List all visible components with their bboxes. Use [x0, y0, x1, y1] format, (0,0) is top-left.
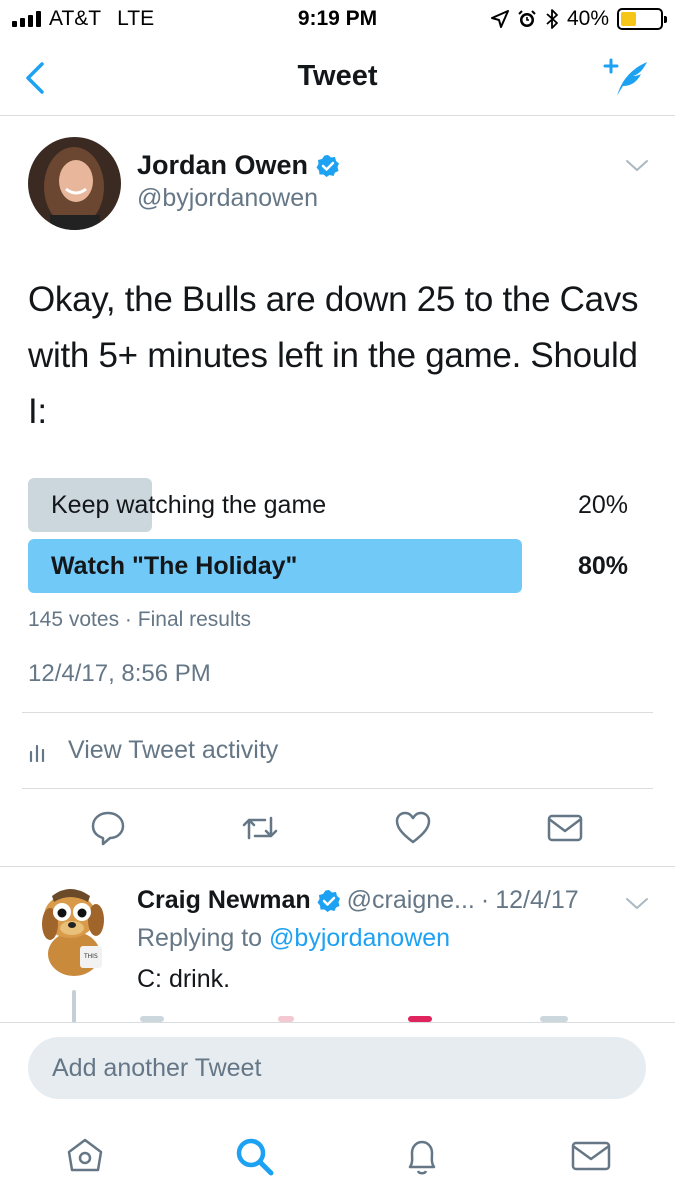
reply-author-handle[interactable]: @craigne...: [346, 886, 475, 914]
tweet-activity-label[interactable]: View Tweet activity: [68, 736, 279, 764]
poll-option-percent: 80%: [577, 552, 628, 580]
avatar[interactable]: [28, 137, 121, 230]
reply-action-peek: [278, 1016, 294, 1022]
replying-to-mention[interactable]: @byjordanowen: [269, 924, 451, 952]
network-label: LTE: [117, 7, 155, 30]
carrier-label: AT&T: [49, 7, 102, 30]
reply-text: C: drink.: [137, 965, 231, 993]
chevron-left-icon[interactable]: [20, 58, 52, 98]
compose-tweet-icon[interactable]: [603, 56, 651, 100]
battery-percent: 40%: [566, 7, 609, 30]
tweet-timestamp: 12/4/17, 8:56 PM: [28, 660, 211, 687]
reply-action-peek: [540, 1016, 568, 1022]
avatar-photo: [28, 137, 121, 230]
reply-author-name[interactable]: Craig Newman: [137, 886, 311, 914]
reply-separator: ·: [480, 886, 490, 914]
poll-option: Keep watching the game 20%: [28, 478, 628, 532]
signal-icon: [12, 11, 41, 27]
retweet-icon[interactable]: [240, 808, 280, 848]
divider: [22, 788, 653, 789]
poll-votes: 145 votes: [28, 608, 120, 631]
bar-chart-icon: [29, 744, 45, 762]
poll-bar: [28, 478, 152, 532]
page-title: Tweet: [297, 60, 378, 92]
alarm-icon: [518, 10, 536, 27]
status-time: 9:19 PM: [297, 7, 378, 30]
divider: [22, 712, 653, 713]
reply-avatar[interactable]: THIS: [30, 884, 116, 980]
poll-meta: 145 votes · Final results: [28, 608, 251, 632]
reply-header: Craig Newman @craigne... · 12/4/17: [137, 886, 579, 915]
chevron-down-icon[interactable]: [625, 896, 649, 912]
verified-badge-icon: [317, 889, 340, 912]
thread-line: [72, 990, 76, 1024]
replying-prefix: Replying to: [137, 924, 263, 952]
compose-area: Add another Tweet: [0, 1022, 675, 1112]
author-name-row[interactable]: Jordan Owen: [137, 150, 340, 181]
chevron-down-icon[interactable]: [625, 158, 649, 174]
search-icon[interactable]: [232, 1134, 276, 1178]
tweet-text: Okay, the Bulls are down 25 to the Cavs …: [28, 280, 639, 431]
bluetooth-icon: [546, 9, 558, 29]
nav-bar: Tweet: [0, 40, 675, 116]
reply-action-peek: [140, 1016, 164, 1022]
notifications-icon[interactable]: [400, 1134, 444, 1178]
author-name[interactable]: Jordan Owen: [137, 150, 309, 180]
home-icon[interactable]: [63, 1134, 107, 1178]
add-tweet-input[interactable]: Add another Tweet: [28, 1037, 646, 1099]
poll-option-percent: 20%: [577, 491, 628, 519]
messages-icon[interactable]: [569, 1134, 613, 1178]
reply-action-peek: [408, 1016, 432, 1022]
author-handle[interactable]: @byjordanowen: [137, 184, 319, 212]
reply-icon[interactable]: [88, 808, 128, 848]
poll-bar: [28, 539, 522, 593]
direct-message-icon[interactable]: [545, 808, 585, 848]
battery-icon: [617, 8, 667, 30]
divider: [0, 866, 675, 867]
like-icon[interactable]: [393, 808, 433, 848]
tweet-activity-link[interactable]: View Tweet activity: [28, 736, 278, 765]
verified-badge-icon: [316, 154, 340, 177]
battery-fill: [621, 12, 636, 26]
poll-separator: ·: [124, 608, 132, 631]
poll-status: Final results: [137, 608, 251, 631]
poll-option-label: Keep watching the game: [51, 491, 327, 519]
status-right: 40%: [490, 7, 667, 31]
reply-date: 12/4/17: [495, 886, 579, 914]
replying-to: Replying to @byjordanowen: [137, 924, 450, 953]
tab-bar: [0, 1112, 675, 1200]
status-bar: AT&T LTE 9:19 PM 40%: [0, 0, 675, 40]
poll-option: Watch "The Holiday" 80%: [28, 539, 628, 593]
poll-option-label: Watch "The Holiday": [51, 552, 298, 580]
status-left: AT&T LTE: [12, 7, 154, 31]
svg-text:THIS: THIS: [83, 953, 98, 960]
location-icon: [490, 10, 509, 28]
